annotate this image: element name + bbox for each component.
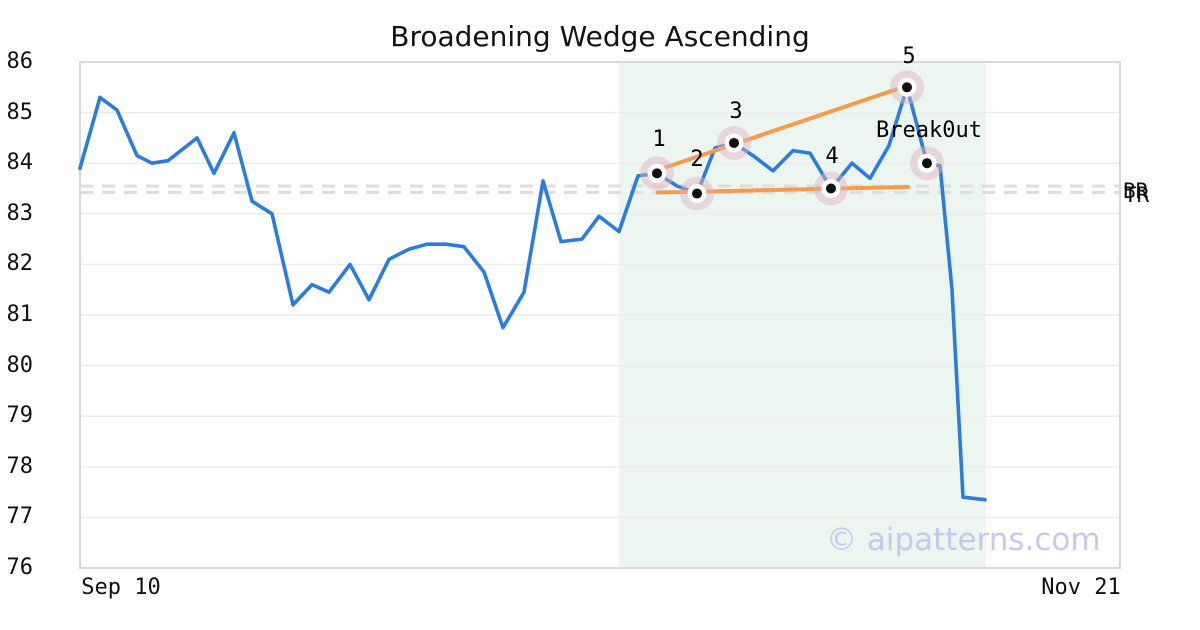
pattern-point-label-3: 3 <box>729 99 743 124</box>
pattern-point-label-4: 4 <box>825 144 839 169</box>
pattern-point-label-5: 5 <box>902 44 916 69</box>
marker-dot <box>692 188 702 199</box>
level-label-tr: TR <box>1124 183 1150 207</box>
pattern-point-label-1: 1 <box>652 127 666 152</box>
level-label-br: BR <box>1123 179 1149 203</box>
y-tick-81: 81 <box>6 302 34 327</box>
y-tick-83: 83 <box>6 200 34 226</box>
x-axis-tick-end: Nov 21 <box>1041 575 1121 600</box>
marker-dot <box>902 82 912 93</box>
marker-dot <box>826 183 836 194</box>
watermark: © aipatterns.com <box>826 522 1101 558</box>
marker-dot <box>729 137 739 148</box>
marker-dot <box>922 158 932 169</box>
trendline-upper <box>655 83 909 173</box>
pattern-point-label-break0ut: Break0ut <box>876 118 982 143</box>
chart-title: Broadening Wedge Ascending <box>390 20 810 53</box>
plot-border <box>79 61 1121 569</box>
pattern-point-label-2: 2 <box>690 147 704 172</box>
y-tick-84: 84 <box>6 150 34 176</box>
marker-dot <box>652 168 662 179</box>
y-tick-86: 86 <box>6 49 34 74</box>
y-tick-78: 78 <box>6 453 34 479</box>
y-tick-82: 82 <box>6 251 34 277</box>
y-tick-85: 85 <box>6 99 34 125</box>
y-tick-80: 80 <box>6 352 34 378</box>
y-tick-79: 79 <box>6 403 34 429</box>
y-tick-76: 76 <box>6 555 34 580</box>
price-line <box>78 85 987 502</box>
y-tick-77: 77 <box>6 504 34 530</box>
x-axis-tick-start: Sep 10 <box>81 575 161 600</box>
